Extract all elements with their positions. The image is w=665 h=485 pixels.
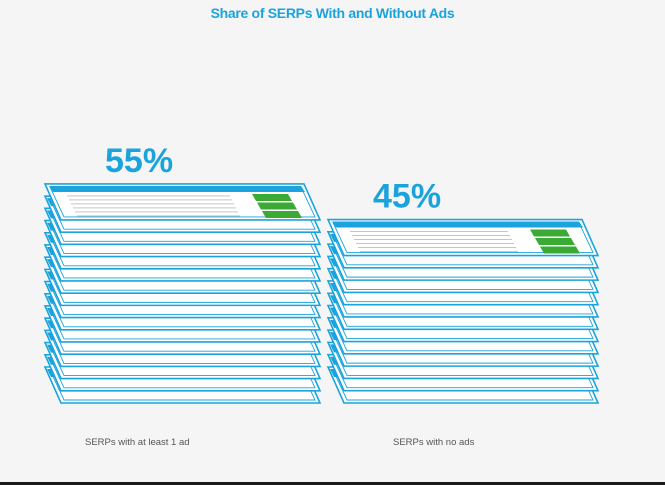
category-label-2: SERPs with no ads [393,437,475,448]
chart-title: Share of SERPs With and Without Ads [210,5,455,21]
bar-stack-1 [43,183,322,404]
category-label-1: SERPs with at least 1 ad [85,437,190,448]
page-sheet [43,183,322,221]
bottom-divider [0,482,665,485]
value-label-1: 55% [105,142,173,180]
bar-stack-2 [326,218,600,404]
bar-stacks [43,183,600,404]
chart-labels: 55% SERPs with at least 1 ad 45% SERPs with… [85,142,475,448]
value-label-2: 45% [373,178,441,216]
page-sheet [326,218,600,257]
